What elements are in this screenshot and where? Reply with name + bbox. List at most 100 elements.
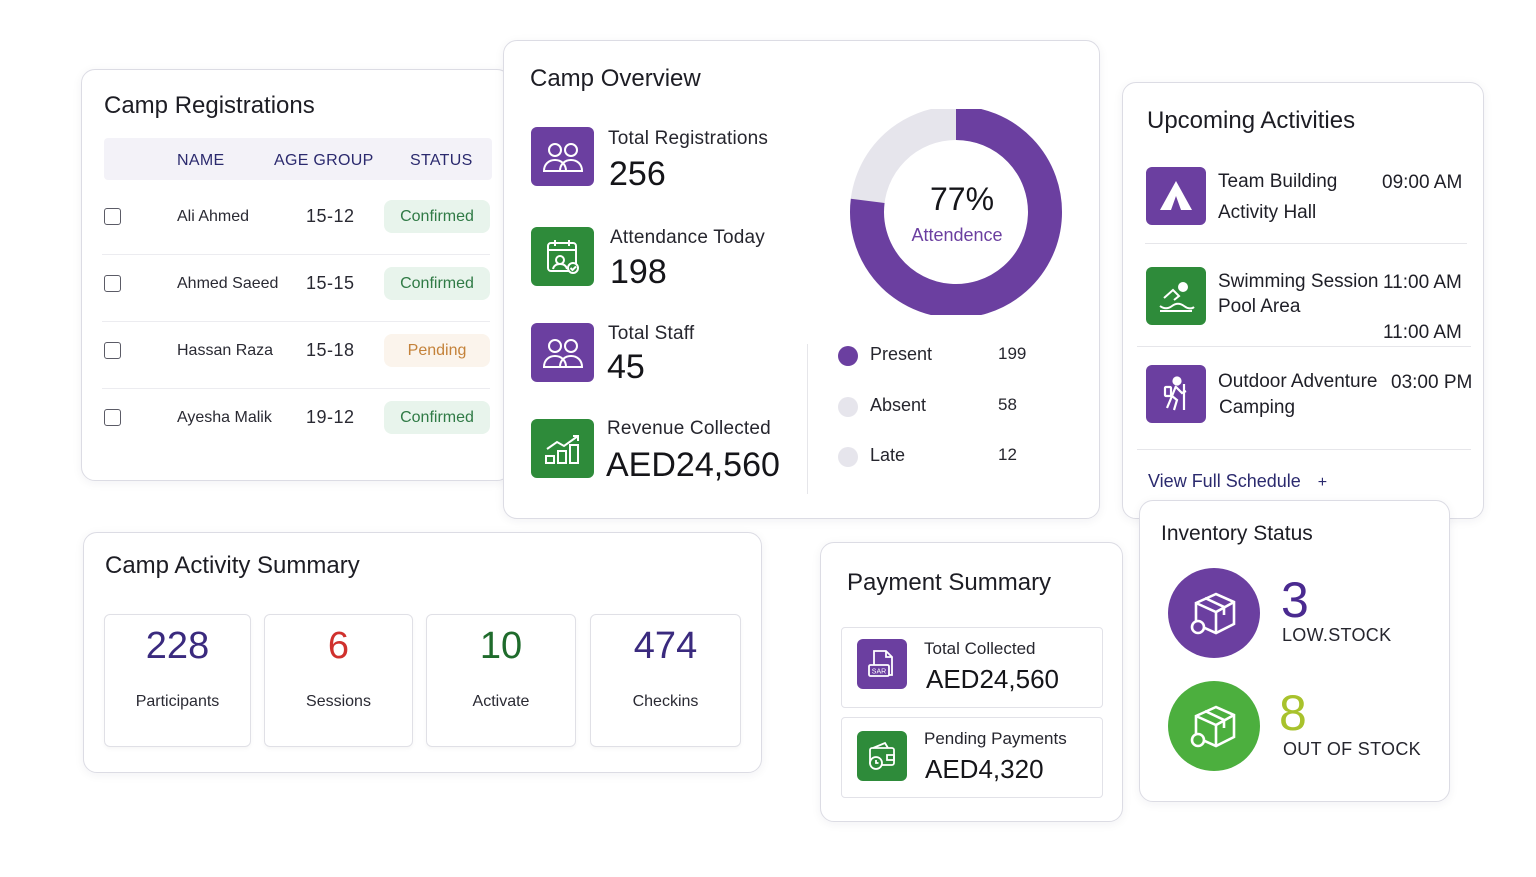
legend-label: Absent [870,395,927,415]
plus-icon: + [1317,474,1328,491]
column-header-age-group[interactable]: AGE GROUP [274,152,374,169]
age-group: 15-12 [306,206,355,226]
package-icon [1168,681,1260,771]
revenue-chart-icon [531,419,594,478]
card-title: Camp Activity Summary [105,552,360,579]
age-group: 15-18 [306,340,355,360]
legend-dot [838,447,858,467]
activity-title: Outdoor Adventure [1218,371,1378,392]
view-full-schedule-link[interactable]: View Full Schedule + [1148,471,1327,492]
calendar-check-icon [531,227,594,286]
divider [1137,449,1471,450]
divider [1145,243,1467,244]
tent-icon [1146,167,1206,225]
activity-title: Swimming Session [1218,271,1379,292]
camp-registrations-card: Camp Registrations NAME AGE GROUP STATUS… [81,69,511,481]
upcoming-activities-card: Upcoming Activities Team Building Activi… [1122,82,1484,519]
stat-value: 45 [607,348,645,386]
pending-wallet-icon [857,731,907,781]
stat-label: Total Staff [608,323,695,344]
legend-label: Present [870,344,933,364]
camp-overview-card: Camp Overview Total Registrations 256 At… [503,40,1100,519]
inventory-status-card: Inventory Status 3 LOW.STOCK 8 OUT OF ST… [1139,500,1450,802]
stat-value: 198 [610,253,667,291]
activity-location: Activity Hall [1218,202,1317,223]
tile-label: Activate [472,693,530,710]
users-icon [531,127,594,186]
staff-icon [531,323,594,382]
link-label: View Full Schedule [1148,471,1301,491]
stat-value: 256 [609,155,666,193]
activity-time: 09:00 AM [1382,172,1463,193]
card-title: Camp Overview [530,65,701,92]
tile-label: Checkins [632,693,699,710]
registrant-name: Ahmed Saeed [177,275,279,292]
hiking-icon [1146,365,1206,423]
legend-dot [838,397,858,417]
inventory-count: 8 [1279,685,1307,741]
payment-item-total-collected: SAR Total Collected AED24,560 [841,627,1103,708]
legend-value: 12 [998,445,1017,464]
camp-activity-summary-card: Camp Activity Summary 228 Participants 6… [83,532,762,773]
package-icon [1168,568,1260,658]
stat-label: Revenue Collected [607,418,771,439]
payment-label: Total Collected [924,639,1036,658]
summary-tile-checkins: 474 Checkins [590,614,741,747]
card-title: Upcoming Activities [1147,107,1356,134]
payment-label: Pending Payments [924,729,1067,748]
table-header [104,138,492,180]
tile-value: 474 [633,625,698,667]
divider [807,344,808,494]
tile-value: 228 [145,625,210,667]
row-checkbox[interactable] [104,342,121,359]
payment-value: AED4,320 [925,754,1044,784]
card-title: Payment Summary [847,569,1052,596]
activity-time: 03:00 PM [1391,372,1473,393]
activity-time-secondary: 11:00 AM [1383,322,1462,343]
donut-percent: 77% [929,181,995,217]
row-checkbox[interactable] [104,409,121,426]
stat-label: Attendance Today [610,227,765,248]
swimming-icon [1146,267,1206,325]
tile-value: 6 [327,625,350,667]
row-checkbox[interactable] [104,208,121,225]
status-badge: Pending [384,334,490,367]
status-badge: Confirmed [384,200,490,233]
summary-tile-activate: 10 Activate [426,614,576,747]
legend-value: 199 [998,344,1027,363]
summary-tile-participants: 228 Participants [104,614,251,747]
age-group: 15-15 [306,273,355,293]
stat-label: Total Registrations [608,128,769,149]
table-row: Ahmed Saeed 15-15 Confirmed [102,255,490,322]
registrant-name: Ayesha Malik [177,409,272,426]
stat-value: AED24,560 [606,446,780,484]
activity-time: 11:00 AM [1383,272,1462,293]
tile-label: Participants [135,693,220,710]
column-header-name[interactable]: NAME [177,152,225,169]
table-row: Hassan Raza 15-18 Pending [102,322,490,389]
status-badge: Confirmed [384,267,490,300]
activity-location: Pool Area [1218,296,1301,317]
legend-label: Late [870,445,906,465]
table-row: Ayesha Malik 19-12 Confirmed [102,389,490,455]
column-header-status[interactable]: STATUS [410,152,473,169]
invoice-icon: SAR [857,639,907,689]
invoice-icon-text: SAR [872,669,886,676]
payment-item-pending: Pending Payments AED4,320 [841,717,1103,798]
table-row: Ali Ahmed 15-12 Confirmed [102,188,490,255]
age-group: 19-12 [306,407,355,427]
inventory-count: 3 [1281,572,1309,628]
status-badge: Confirmed [384,401,490,434]
donut-present-segment [850,109,1062,315]
divider [1137,346,1471,347]
tile-label: Sessions [306,693,371,710]
card-title: Camp Registrations [104,92,315,119]
row-checkbox[interactable] [104,275,121,292]
activity-title: Team Building [1218,171,1338,192]
inventory-label: OUT OF STOCK [1283,739,1421,759]
card-title: Inventory Status [1161,522,1313,545]
summary-tile-sessions: 6 Sessions [264,614,413,747]
tile-value: 10 [479,625,523,667]
donut-label: Attendence [911,225,1003,245]
inventory-label: LOW.STOCK [1282,625,1392,645]
